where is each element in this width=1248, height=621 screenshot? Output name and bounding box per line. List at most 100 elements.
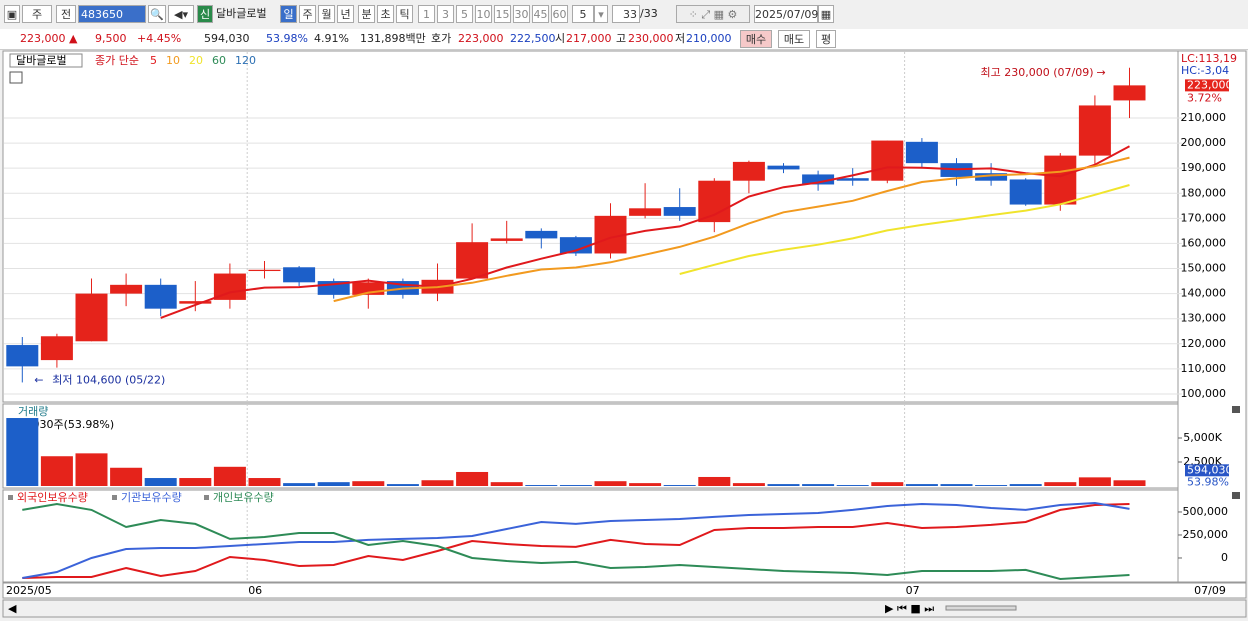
hc-label: HC:-3,04	[1181, 64, 1229, 77]
x-tick-label: 07	[906, 584, 920, 597]
month-button[interactable]: 월	[318, 5, 335, 23]
volume-bar	[40, 456, 73, 486]
interval-button[interactable]: 3	[437, 5, 454, 23]
sell-button[interactable]: 매도	[778, 30, 810, 48]
price-panel	[2, 50, 1179, 403]
y-tick-label: 140,000	[1181, 287, 1227, 300]
tick-button[interactable]: 틱	[396, 5, 413, 23]
candle-body	[1078, 105, 1111, 156]
last-date: 07/09	[1194, 584, 1226, 597]
interval-dropdown[interactable]: ▾	[594, 5, 608, 23]
candle-body	[1009, 179, 1042, 205]
ask: 223,000	[458, 32, 504, 45]
candle-body	[802, 174, 835, 185]
tool-icons[interactable]: ⁘ ⤢ ▦ ⚙	[676, 5, 750, 23]
table-icon[interactable]	[9, 71, 23, 84]
legend-swatch	[8, 495, 13, 500]
buy-button[interactable]: 매수	[740, 30, 772, 48]
period-select[interactable]: 주	[22, 5, 52, 23]
second-button[interactable]: 초	[377, 5, 394, 23]
candle-body	[975, 173, 1008, 181]
volume-bar	[802, 484, 835, 486]
interval-button[interactable]: 1	[418, 5, 435, 23]
change-label: 3.72%	[1187, 91, 1222, 104]
volume-bar	[1009, 484, 1042, 486]
volume-bar	[1044, 482, 1077, 486]
volume-bar	[940, 484, 973, 486]
low-arrow: ←	[34, 373, 43, 386]
candle-body	[525, 230, 558, 239]
date-input[interactable]: 2025/07/09	[754, 5, 818, 23]
day-button[interactable]: 일	[280, 5, 297, 23]
candle-body	[40, 336, 73, 361]
volume-bar	[629, 483, 662, 486]
candle-body	[179, 301, 212, 304]
volume-bar	[179, 478, 212, 486]
y-tick-label: 190,000	[1181, 161, 1227, 174]
y-tick-label: 150,000	[1181, 262, 1227, 275]
scroll-buttons[interactable]: ▶ ⏮ ■ ⏭	[885, 602, 934, 615]
last-volume-label: 594,030	[1187, 463, 1233, 476]
holdings-panel	[2, 489, 1179, 583]
year-button[interactable]: 년	[337, 5, 354, 23]
volume-bar	[490, 482, 523, 486]
calendar-button[interactable]: ▦	[818, 5, 834, 23]
candle-body	[75, 293, 108, 342]
volume-bar	[663, 485, 696, 486]
panel-close[interactable]	[1232, 492, 1240, 499]
legend-entry: 5	[150, 54, 157, 67]
minute-button[interactable]: 분	[358, 5, 375, 23]
candle-body	[110, 284, 143, 294]
interval-button[interactable]: 30	[513, 5, 530, 23]
volume-bar	[1113, 480, 1146, 486]
legend-title-box	[9, 53, 83, 68]
volume-bar	[1078, 477, 1111, 486]
y-tick-label: 130,000	[1181, 312, 1227, 325]
avg-button[interactable]: 평	[816, 30, 836, 48]
sound-button[interactable]: ◀▾	[168, 5, 194, 23]
y-tick-label: 170,000	[1181, 211, 1227, 224]
interval-button[interactable]: 15	[494, 5, 511, 23]
trade-value: 131,898백만	[360, 32, 426, 45]
credit-badge[interactable]: 신	[197, 5, 213, 23]
open-price: 217,000	[566, 32, 612, 45]
volume-bar	[905, 484, 938, 486]
volume-panel	[2, 403, 1179, 489]
change: 9,500	[95, 32, 127, 45]
code-input[interactable]: 483650	[78, 5, 146, 23]
panel-close[interactable]	[1232, 406, 1240, 413]
search-button[interactable]: 🔍	[148, 5, 166, 23]
count-input[interactable]: 33	[612, 5, 640, 23]
menu-icon[interactable]: ▣	[4, 5, 20, 23]
price-title: 달바글로벌	[16, 54, 67, 67]
interval-button[interactable]: 45	[532, 5, 549, 23]
interval-button[interactable]: 5	[456, 5, 473, 23]
all-button[interactable]: 전	[56, 5, 76, 23]
y-tick-label: 180,000	[1181, 186, 1227, 199]
series-line	[160, 145, 1130, 319]
volume-bar	[767, 484, 800, 486]
volume-bar	[525, 485, 558, 486]
scrollbar[interactable]	[2, 599, 1247, 618]
high-price: 230,000	[628, 32, 674, 45]
candle-body	[836, 178, 869, 181]
legend-entry: 외국인보유수량	[17, 491, 88, 504]
price: 223,000 ▲	[20, 32, 78, 45]
interval-button[interactable]: 60	[551, 5, 568, 23]
interval-input[interactable]: 5	[572, 5, 594, 23]
candle-body	[283, 267, 316, 283]
candle-body	[490, 238, 523, 241]
scroll-thumb[interactable]	[945, 605, 1017, 611]
last-price-box	[1185, 79, 1229, 92]
volume-title: 거래량	[18, 405, 48, 418]
volume-bar	[698, 476, 731, 486]
volume-bar	[248, 478, 281, 486]
week-button[interactable]: 주	[299, 5, 316, 23]
scroll-left[interactable]: ◀	[8, 602, 17, 615]
series-line	[679, 184, 1130, 275]
interval-button[interactable]: 10	[475, 5, 492, 23]
change-pct: +4.45%	[137, 32, 182, 45]
y-tick-label: 0	[1221, 551, 1228, 564]
legend-entry: 120	[235, 54, 256, 67]
